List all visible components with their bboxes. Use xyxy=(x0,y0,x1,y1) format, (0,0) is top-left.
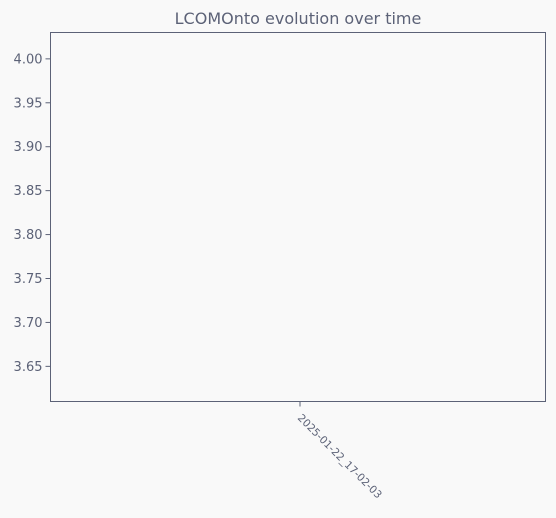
y-axis: 3.65 3.70 3.75 3.80 3.85 3.90 3.95 4.00 xyxy=(14,52,51,375)
chart-title: LCOMOnto evolution over time xyxy=(175,9,422,28)
y-tick-label: 3.95 xyxy=(14,96,43,111)
plot-area xyxy=(50,32,546,402)
y-tick-label: 3.90 xyxy=(14,140,43,155)
x-tick-label: 2025-01-22_17-02-03 xyxy=(295,412,384,501)
y-tick-label: 3.80 xyxy=(14,228,43,243)
y-tick-label: 3.65 xyxy=(14,360,43,375)
y-tick-label: 3.70 xyxy=(14,316,43,331)
x-axis: 2025-01-22_17-02-03 xyxy=(295,401,384,501)
y-tick-label: 4.00 xyxy=(14,52,43,67)
y-tick-label: 3.75 xyxy=(14,272,43,287)
y-tick-label: 3.85 xyxy=(14,184,43,199)
